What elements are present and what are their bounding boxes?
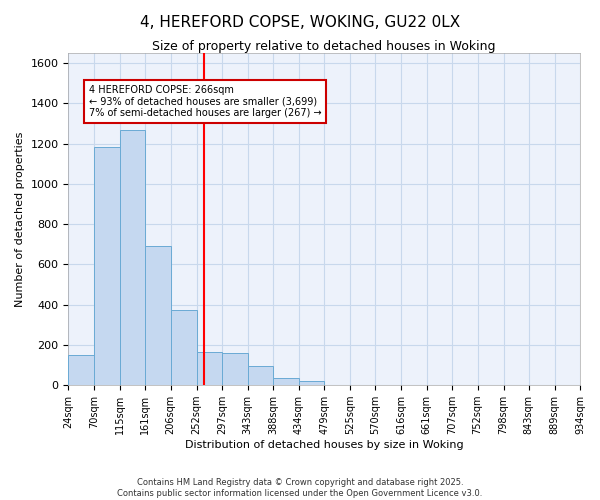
Text: Contains HM Land Registry data © Crown copyright and database right 2025.
Contai: Contains HM Land Registry data © Crown c… xyxy=(118,478,482,498)
Bar xyxy=(222,353,248,385)
Bar xyxy=(273,378,299,385)
Bar xyxy=(248,366,273,385)
Bar xyxy=(68,355,94,385)
Bar xyxy=(145,246,171,385)
Bar xyxy=(94,146,119,385)
Bar xyxy=(299,381,324,385)
Bar xyxy=(197,352,222,385)
Bar xyxy=(119,130,145,385)
Text: 4 HEREFORD COPSE: 266sqm
← 93% of detached houses are smaller (3,699)
7% of semi: 4 HEREFORD COPSE: 266sqm ← 93% of detach… xyxy=(89,85,321,118)
Title: Size of property relative to detached houses in Woking: Size of property relative to detached ho… xyxy=(152,40,496,53)
Y-axis label: Number of detached properties: Number of detached properties xyxy=(15,132,25,307)
Bar xyxy=(171,310,197,385)
X-axis label: Distribution of detached houses by size in Woking: Distribution of detached houses by size … xyxy=(185,440,464,450)
Text: 4, HEREFORD COPSE, WOKING, GU22 0LX: 4, HEREFORD COPSE, WOKING, GU22 0LX xyxy=(140,15,460,30)
